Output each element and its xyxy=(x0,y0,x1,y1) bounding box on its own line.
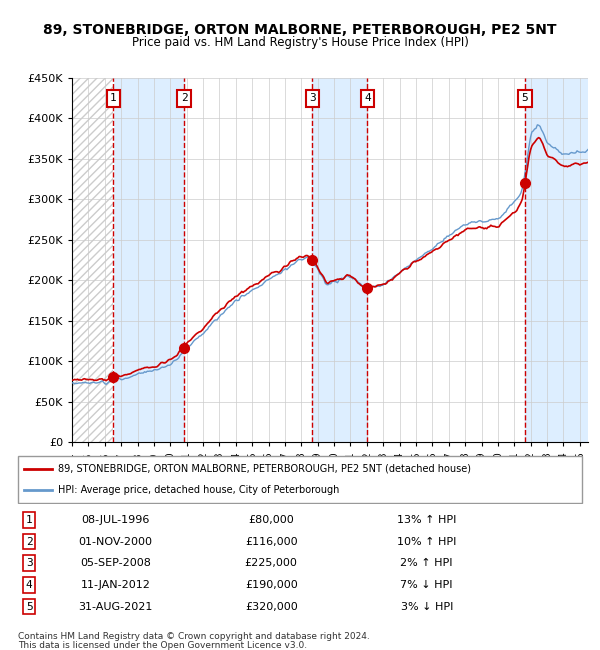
Text: 3: 3 xyxy=(26,558,32,568)
Text: 4: 4 xyxy=(26,580,32,590)
Bar xyxy=(72,78,113,442)
Bar xyxy=(72,78,113,442)
Text: 3: 3 xyxy=(309,93,316,103)
Bar xyxy=(525,78,588,442)
Text: £320,000: £320,000 xyxy=(245,601,298,612)
Text: 89, STONEBRIDGE, ORTON MALBORNE, PETERBOROUGH, PE2 5NT: 89, STONEBRIDGE, ORTON MALBORNE, PETERBO… xyxy=(43,23,557,37)
Text: 13% ↑ HPI: 13% ↑ HPI xyxy=(397,515,457,525)
Text: 3% ↓ HPI: 3% ↓ HPI xyxy=(401,601,453,612)
Text: 2: 2 xyxy=(26,537,32,547)
Text: 01-NOV-2000: 01-NOV-2000 xyxy=(79,537,152,547)
Text: Contains HM Land Registry data © Crown copyright and database right 2024.: Contains HM Land Registry data © Crown c… xyxy=(18,632,370,641)
Text: £80,000: £80,000 xyxy=(248,515,294,525)
Text: 05-SEP-2008: 05-SEP-2008 xyxy=(80,558,151,568)
Text: £116,000: £116,000 xyxy=(245,537,298,547)
Bar xyxy=(113,78,184,442)
Text: HPI: Average price, detached house, City of Peterborough: HPI: Average price, detached house, City… xyxy=(58,485,340,495)
Text: 89, STONEBRIDGE, ORTON MALBORNE, PETERBOROUGH, PE2 5NT (detached house): 89, STONEBRIDGE, ORTON MALBORNE, PETERBO… xyxy=(58,463,471,474)
Text: 5: 5 xyxy=(522,93,529,103)
Text: 5: 5 xyxy=(26,601,32,612)
Text: 10% ↑ HPI: 10% ↑ HPI xyxy=(397,537,457,547)
Text: 08-JUL-1996: 08-JUL-1996 xyxy=(82,515,150,525)
Text: 31-AUG-2021: 31-AUG-2021 xyxy=(79,601,153,612)
Text: Price paid vs. HM Land Registry's House Price Index (HPI): Price paid vs. HM Land Registry's House … xyxy=(131,36,469,49)
FancyBboxPatch shape xyxy=(18,456,582,503)
Text: £190,000: £190,000 xyxy=(245,580,298,590)
Text: £225,000: £225,000 xyxy=(245,558,298,568)
Text: 2: 2 xyxy=(181,93,187,103)
Text: 7% ↓ HPI: 7% ↓ HPI xyxy=(400,580,453,590)
Text: 11-JAN-2012: 11-JAN-2012 xyxy=(81,580,151,590)
Text: This data is licensed under the Open Government Licence v3.0.: This data is licensed under the Open Gov… xyxy=(18,641,307,650)
Text: 2% ↑ HPI: 2% ↑ HPI xyxy=(400,558,453,568)
Text: 4: 4 xyxy=(364,93,371,103)
Text: 1: 1 xyxy=(26,515,32,525)
Text: 1: 1 xyxy=(110,93,116,103)
Bar xyxy=(313,78,367,442)
